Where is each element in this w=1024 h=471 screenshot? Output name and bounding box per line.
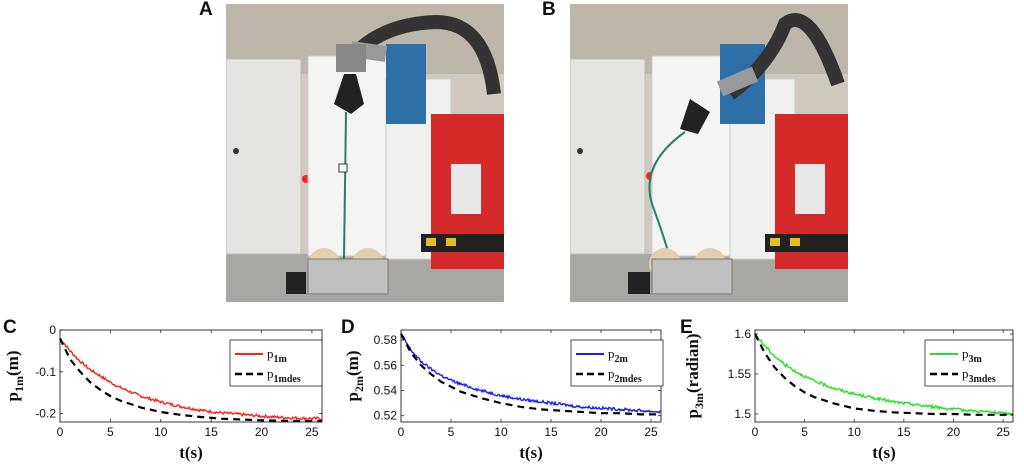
series-3mdes-line [754,333,1013,416]
x-tick-label: 20 [947,425,961,439]
x-tick-label: 0 [57,425,64,439]
x-tick-label: 15 [544,425,558,439]
series-1m-line [59,337,323,422]
panel-label-d: D [341,317,355,338]
x-tick-label: 25 [305,425,319,439]
x-tick-label: 0 [752,425,759,439]
y-tick-label: 0.54 [374,383,398,397]
panel-label-b: B [542,0,556,20]
x-tick-label: 15 [204,425,218,439]
panel-label-e: E [680,317,693,338]
x-tick-label: 20 [255,425,269,439]
robot-scene-b-image [570,4,848,302]
photo-a [226,4,504,302]
series-3m-line [754,332,1013,417]
chart-c: 0 5 10 15 20 25 0 -0.1 -0.2 t(s) p1m(m) p1m p1mdes [0,318,340,471]
x-tick-label: 0 [398,425,405,439]
chart-e: 0 5 10 15 20 25 1.5 1.55 1.6 t(s) p3m(radian) p3m p3… [680,318,1024,471]
robot-scene-a-image [226,4,504,302]
legend-box [229,339,323,387]
series-1mdes-line [59,337,322,423]
y-axis-label: p2m(m) [343,351,366,402]
series-2mdes-line [400,333,661,416]
legend-label-3m: p3m [962,346,983,365]
x-tick-label: 5 [107,425,114,439]
legend-label-3mdes: p3mdes [962,366,996,385]
legend-label-1m: p1m [267,346,288,365]
y-axis-label: p3m(radian) [683,334,706,419]
x-axis-label: t(s) [179,443,203,462]
panel-label-c: C [3,317,17,338]
y-tick-label: 0 [49,323,56,337]
x-tick-label: 20 [594,425,608,439]
y-tick-label: 0.58 [374,333,398,347]
x-axis-label: t(s) [519,443,543,462]
x-tick-label: 25 [644,425,658,439]
y-tick-label: 1.5 [734,407,751,421]
x-tick-label: 15 [897,425,911,439]
x-axis-label: t(s) [872,443,896,462]
y-tick-label: 1.6 [734,327,751,341]
photo-b [570,4,848,302]
chart-d-svg: 0 5 10 15 20 25 0.52 0.54 0.56 0.58 t(s) p2m(m) p2mp… [343,329,664,462]
y-axis-label: p1m(m) [3,351,26,402]
legend-label-2mdes: p2mdes [608,366,642,385]
series-2m-line [400,332,662,415]
legend-box [924,339,1014,387]
chart-d: 0 5 10 15 20 25 0.52 0.54 0.56 0.58 t(s) p2m(m) p2m p… [340,318,680,471]
x-tick-label: 10 [154,425,168,439]
x-tick-label: 5 [801,425,808,439]
y-tick-label: 0.52 [374,409,398,423]
y-tick-label: -0.1 [35,365,56,379]
x-tick-label: 10 [848,425,862,439]
y-tick-label: 1.55 [728,367,752,381]
panel-label-a: A [199,0,213,20]
legend-box [570,339,664,387]
x-tick-label: 10 [494,425,508,439]
legend-label-1mdes: p1mdes [267,366,301,385]
y-tick-label: -0.2 [35,407,56,421]
legend-label-2m: p2m [608,346,629,365]
chart-e-svg: 0 5 10 15 20 25 1.5 1.55 1.6 t(s) p3m(radian) p3mp3… [683,327,1014,462]
x-tick-label: 5 [448,425,455,439]
y-tick-label: 0.56 [374,358,398,372]
x-tick-label: 25 [996,425,1010,439]
